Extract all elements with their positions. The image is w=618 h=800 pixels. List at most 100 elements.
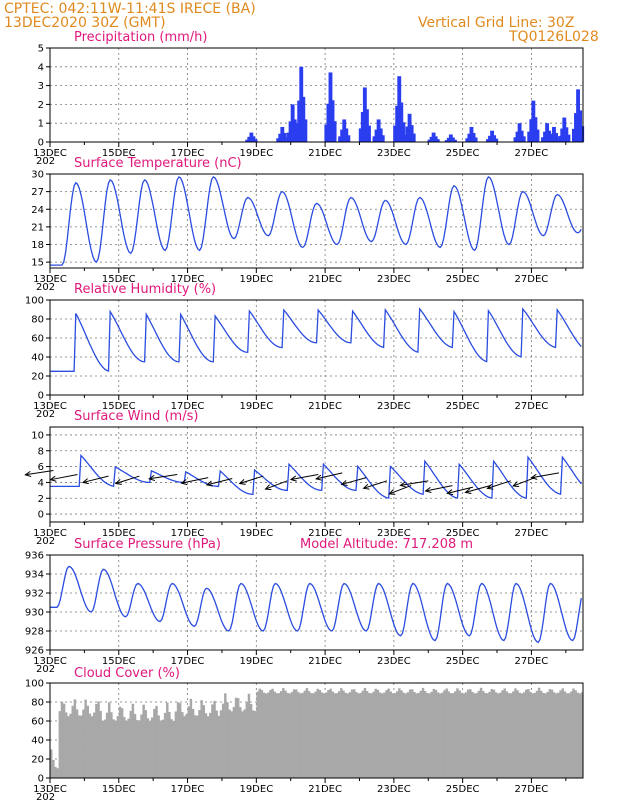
precip-bar [513,137,518,142]
cloud-bar [65,712,68,778]
precip-bar [278,133,283,142]
cloud-bar [479,687,483,778]
precip-bar [288,121,293,142]
xtick-label: 19DEC [239,656,273,667]
precip-bar [465,138,470,142]
cloud-bar [505,691,509,778]
cloud-bar [389,691,393,778]
ytick-label: 932 [25,589,44,600]
precip-bar [547,138,552,142]
precip-bar [560,128,565,142]
cloud-bar [305,688,309,778]
station-header: CPTEC: 042:11W-11:41S IRECE (BA) [4,1,256,17]
cloud-bar [69,713,72,778]
precip-bar [521,136,526,142]
model-altitude: Model Altitude: 717.208 m [300,537,473,552]
precip-bar [558,135,563,142]
precip-bar [453,139,457,142]
ytick-label: 100 [25,296,44,307]
precip-bar [326,103,331,142]
ytick-label: 3 [38,81,44,92]
rh-series-line [50,307,582,372]
cloud-bar [342,690,345,778]
precip-bar [249,132,254,142]
precip-bar [471,132,476,142]
cloud-bar [380,693,384,778]
cloud-bar [239,707,242,778]
cloud-bar [303,690,307,778]
cloud-bar [168,711,171,778]
wind-vector [149,474,178,480]
cloud-bar [155,705,158,778]
precip-bar [409,125,414,142]
cloud-bar [494,692,498,778]
wind-vector-head [24,470,32,478]
cloud-bar [269,689,272,778]
cloud-bar [123,717,126,778]
cloud-bar [359,692,362,778]
wind-vector [363,480,388,489]
cloud-bar [471,691,474,778]
cloud-bar [112,719,115,778]
precip-bar [330,100,335,142]
precip-bar [519,130,524,142]
cloud-bar [277,693,281,778]
cloud-bar [161,719,165,778]
xtick-label: 21DEC [308,656,342,667]
precip-bar [284,137,289,142]
panel-pres: 926 928 930 932 934 936 13DEC 15DEC 17DEC 19DEC 21… [25,537,584,675]
precip-bar [324,124,329,142]
cloud-bar [374,688,377,778]
xtick-label: 17DEC [171,528,205,539]
xtick-label: 27DEC [515,784,549,795]
cloud-bar [129,710,132,778]
cloud-bar [181,712,184,778]
precip-bar [340,129,345,142]
xtick-label: 13DEC [33,148,67,159]
cloud-bar [447,691,451,778]
cloud-bar [144,710,148,778]
cloud-bar [84,699,87,778]
cloud-bar [327,690,330,778]
cloud-bar [221,703,225,778]
panel-frame [49,682,584,779]
cloud-bar [391,693,395,778]
ytick-label: 8 [38,446,44,457]
cloud-bar [254,710,257,778]
xtick-label: 15DEC [102,274,136,285]
xtick-label: 13DEC [33,274,67,285]
cloud-bar [398,688,401,778]
cloud-bar [548,689,552,778]
cloud-bar [275,693,279,778]
cloud-bar [520,693,524,778]
cloud-bar [501,690,504,778]
cloud-bar [344,692,347,778]
xtick-label: 23DEC [377,274,411,285]
cloud-bar [570,691,573,778]
cloud-bar [189,698,193,778]
xtick-label: 17DEC [171,656,205,667]
xtick-label: 25DEC [446,656,480,667]
xtick-label: 23DEC [377,148,411,159]
cloud-bar [178,703,182,778]
precip-bar [295,123,300,142]
panel-title: Relative Humidity (%) [74,282,216,297]
cloud-bar [204,713,208,778]
cloud-bar [531,693,534,778]
ytick-label: 100 [25,679,44,690]
cloud-bar [73,699,77,778]
cloud-bar [196,715,199,778]
cloud-bar [215,710,218,778]
ytick-label: 24 [31,205,44,216]
cloud-bar [262,692,266,778]
precip-bar [517,123,522,142]
xtick-label: 23DEC [377,656,411,667]
precip-bar [364,109,369,142]
cloud-bar [426,693,429,778]
year-stub: 202 [36,664,55,675]
precip-bar [282,132,287,142]
panel-title: Cloud Cover (%) [74,666,180,681]
cloud-bar [198,709,201,778]
year-stub: 202 [36,282,55,293]
cloud-bar [340,688,343,778]
